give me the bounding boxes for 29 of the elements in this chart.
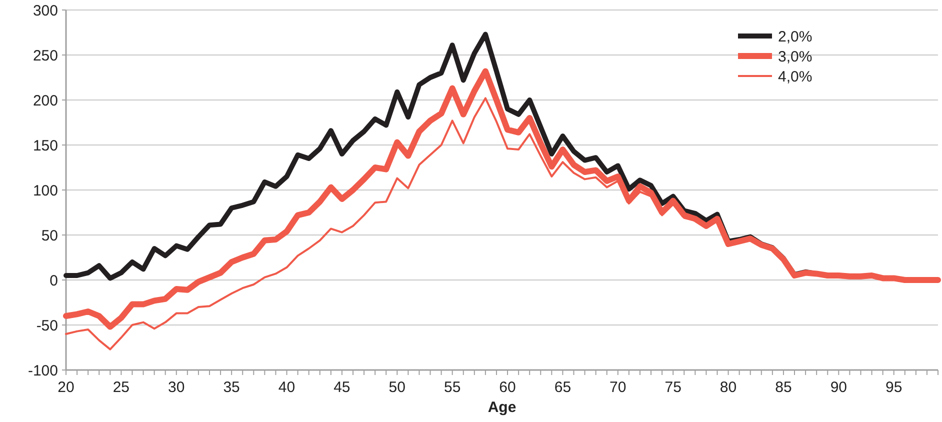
y-tick-label: -50 bbox=[36, 317, 58, 334]
legend-label: 3,0% bbox=[778, 48, 812, 66]
x-tick-label: 25 bbox=[112, 379, 130, 396]
y-tick-label: 50 bbox=[41, 227, 58, 244]
x-tick-label: 85 bbox=[775, 379, 792, 396]
x-tick-label: 70 bbox=[610, 379, 626, 396]
x-tick-label: 95 bbox=[886, 379, 902, 396]
y-tick-label: -100 bbox=[28, 362, 58, 380]
x-tick-label: 60 bbox=[499, 379, 516, 396]
x-tick-label: 45 bbox=[334, 379, 350, 396]
legend-label: 2,0% bbox=[778, 28, 812, 46]
y-tick-label: 250 bbox=[32, 47, 58, 64]
x-tick-label: 90 bbox=[830, 379, 847, 396]
y-tick-label: 300 bbox=[32, 2, 58, 20]
x-tick-label: 50 bbox=[388, 379, 406, 396]
x-axis-title: Age bbox=[488, 399, 516, 416]
y-tick-label: 100 bbox=[32, 182, 58, 200]
x-tick-label: 75 bbox=[664, 379, 682, 396]
legend-label: 4,0% bbox=[778, 68, 812, 86]
x-tick-label: 20 bbox=[58, 379, 74, 396]
y-tick-label: 0 bbox=[50, 272, 58, 290]
x-tick-label: 80 bbox=[720, 379, 737, 396]
y-tick-label: 150 bbox=[32, 137, 58, 154]
x-tick-label: 55 bbox=[444, 379, 461, 396]
x-tick-label: 40 bbox=[278, 379, 296, 396]
x-tick-label: 35 bbox=[223, 379, 240, 396]
y-tick-label: 200 bbox=[32, 92, 58, 110]
x-tick-label: 65 bbox=[554, 379, 572, 396]
x-tick-label: 30 bbox=[168, 379, 185, 396]
